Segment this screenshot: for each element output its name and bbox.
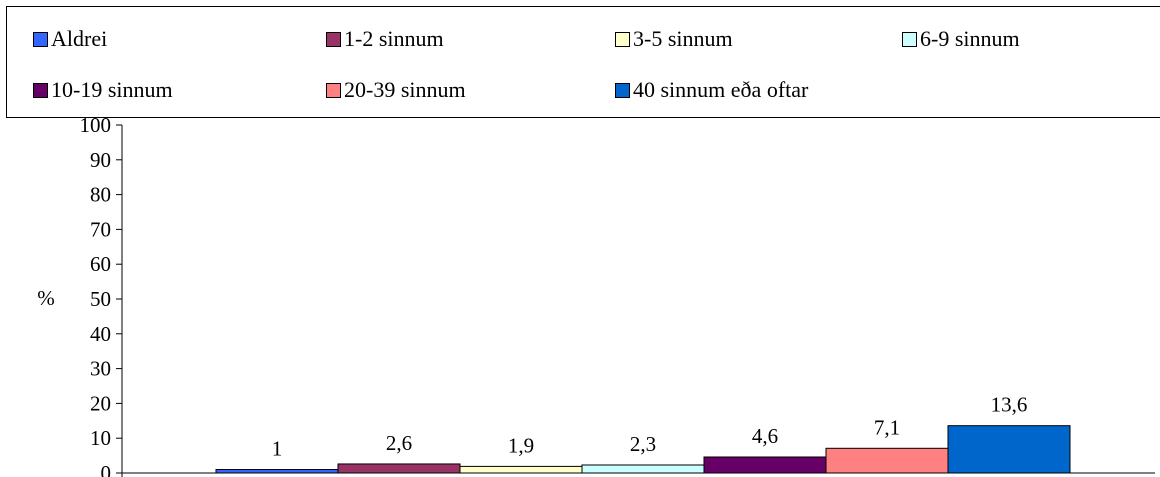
bar-data-label: 2,6 [386,431,412,455]
legend-swatch-6-9-sinnum [902,31,917,47]
bar [825,447,949,474]
legend-item-1-2-sinnum: 1-2 sinnum [326,26,444,52]
legend-label-1-2-sinnum: 1-2 sinnum [344,26,444,51]
y-tick-label: 80 [90,183,111,207]
chart-legend: Aldrei 1-2 sinnum 3-5 sinnum 6-9 sinnum … [6,6,1160,118]
legend-item-6-9-sinnum: 6-9 sinnum [902,26,1020,52]
bar [581,464,705,474]
y-tick-label: 0 [101,461,112,477]
bar [215,469,339,474]
y-tick-label: 60 [90,252,111,276]
y-tick-label: 50 [90,287,111,311]
legend-label-3-5-sinnum: 3-5 sinnum [633,26,733,51]
legend-swatch-1-2-sinnum [326,31,341,47]
y-axis-label: % [37,286,55,310]
chart-data-labels: 1 2,6 1,9 2,3 4,6 7,1 13,6 [272,393,1028,461]
y-tick-label: 90 [90,148,111,172]
y-tick-label: 70 [90,217,111,241]
legend-item-40-sinnum-eda-oftar: 40 sinnum eða oftar [615,77,808,103]
legend-item-3-5-sinnum: 3-5 sinnum [615,26,733,52]
legend-label-40-sinnum-eda-oftar: 40 sinnum eða oftar [633,77,809,102]
y-tick-label: 40 [90,322,111,346]
bar-data-label: 1 [272,437,283,461]
bar [337,463,461,474]
bar-data-label: 4,6 [752,424,778,448]
bar-data-label: 13,6 [991,393,1028,417]
chart-bars [215,425,1071,474]
legend-item-10-19-sinnum: 10-19 sinnum [33,77,173,103]
legend-swatch-10-19-sinnum [33,82,48,98]
legend-swatch-3-5-sinnum [615,31,630,47]
bar [703,456,827,474]
legend-label-6-9-sinnum: 6-9 sinnum [920,26,1020,51]
legend-swatch-aldrei [33,31,48,47]
legend-label-10-19-sinnum: 10-19 sinnum [51,77,173,102]
legend-swatch-20-39-sinnum [326,82,341,98]
bar-data-label: 2,3 [630,432,656,456]
y-tick-label: 20 [90,391,111,415]
bar-data-label: 1,9 [508,433,534,457]
legend-swatch-40-sinnum-eda-oftar [615,82,630,98]
y-tick-label: 10 [90,426,111,450]
y-tick-label: 100 [80,113,112,137]
bar [459,465,583,474]
bar-data-label: 7,1 [874,415,900,439]
legend-label-aldrei: Aldrei [51,26,108,51]
y-tick-label: 30 [90,357,111,381]
chart-axes: 0 10 20 30 40 50 60 70 80 90 100% [37,113,1155,477]
legend-item-20-39-sinnum: 20-39 sinnum [326,77,466,103]
legend-label-20-39-sinnum: 20-39 sinnum [344,77,466,102]
legend-item-aldrei: Aldrei [33,26,107,52]
bar [947,425,1071,474]
